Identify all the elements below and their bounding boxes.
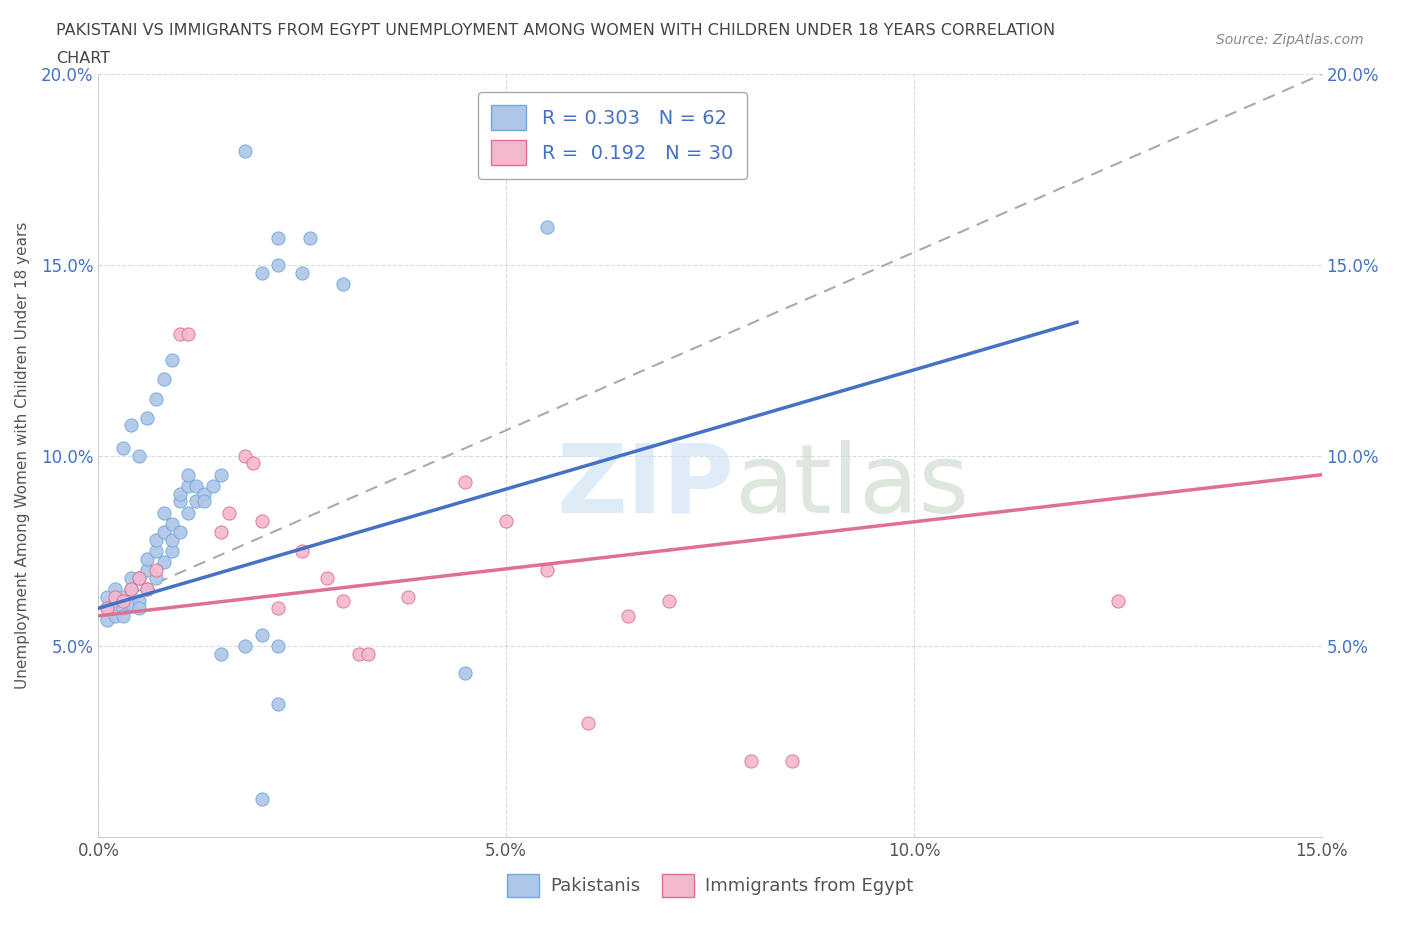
Point <box>617 608 640 623</box>
Point <box>267 231 290 246</box>
Point <box>233 143 256 158</box>
Point <box>136 582 159 597</box>
Point <box>780 753 803 768</box>
Point <box>160 517 183 532</box>
Point <box>96 601 118 616</box>
Point <box>349 646 371 661</box>
Point <box>128 570 150 585</box>
Point <box>128 570 150 585</box>
Text: Source: ZipAtlas.com: Source: ZipAtlas.com <box>1216 33 1364 46</box>
Point <box>209 468 232 483</box>
Legend: Pakistanis, Immigrants from Egypt: Pakistanis, Immigrants from Egypt <box>499 867 921 904</box>
Point <box>104 593 127 608</box>
Text: ZIP: ZIP <box>557 440 734 533</box>
Text: atlas: atlas <box>734 440 970 533</box>
Point <box>233 448 256 463</box>
Point <box>111 593 134 608</box>
Point <box>740 753 762 768</box>
Point <box>120 582 142 597</box>
Point <box>145 570 167 585</box>
Point <box>299 231 322 246</box>
Point <box>267 601 290 616</box>
Point <box>396 590 419 604</box>
Point <box>209 646 232 661</box>
Point <box>186 494 208 509</box>
Point <box>169 326 191 341</box>
Point <box>291 265 314 280</box>
Point <box>111 590 134 604</box>
Point <box>111 441 134 456</box>
Point <box>315 570 337 585</box>
Point <box>536 219 558 234</box>
Point <box>193 494 215 509</box>
Y-axis label: Unemployment Among Women with Children Under 18 years: Unemployment Among Women with Children U… <box>15 222 30 689</box>
Point <box>96 601 118 616</box>
Point <box>145 544 167 559</box>
Point <box>177 479 200 494</box>
Point <box>218 506 240 521</box>
Point <box>152 555 174 570</box>
Text: CHART: CHART <box>56 51 110 66</box>
Point <box>169 486 191 501</box>
Point <box>128 593 150 608</box>
Point <box>332 277 354 292</box>
Point <box>193 486 215 501</box>
Point <box>169 494 191 509</box>
Point <box>177 326 200 341</box>
Point <box>332 593 354 608</box>
Point <box>96 612 118 627</box>
Point <box>454 475 477 490</box>
Point <box>128 601 150 616</box>
Point <box>128 448 150 463</box>
Point <box>120 582 142 597</box>
Point <box>250 791 273 806</box>
Point <box>291 544 314 559</box>
Point <box>136 563 159 578</box>
Point <box>104 590 127 604</box>
Point <box>160 532 183 547</box>
Point <box>145 532 167 547</box>
Point <box>145 392 167 406</box>
Point <box>104 608 127 623</box>
Point <box>576 715 599 730</box>
Point <box>356 646 378 661</box>
Point <box>536 563 558 578</box>
Point <box>250 513 273 528</box>
Point <box>1107 593 1129 608</box>
Point <box>250 265 273 280</box>
Point <box>145 563 167 578</box>
Point <box>120 418 142 432</box>
Point <box>160 353 183 368</box>
Point <box>233 639 256 654</box>
Point <box>267 258 290 272</box>
Point <box>658 593 681 608</box>
Point <box>177 506 200 521</box>
Point <box>160 544 183 559</box>
Point <box>111 608 134 623</box>
Point <box>104 582 127 597</box>
Point <box>120 570 142 585</box>
Point <box>152 525 174 539</box>
Point <box>201 479 224 494</box>
Point <box>454 666 477 681</box>
Point <box>177 468 200 483</box>
Point <box>186 479 208 494</box>
Point <box>136 410 159 425</box>
Point <box>250 628 273 643</box>
Point <box>136 551 159 566</box>
Point <box>111 601 134 616</box>
Point <box>267 639 290 654</box>
Point <box>209 525 232 539</box>
Text: PAKISTANI VS IMMIGRANTS FROM EGYPT UNEMPLOYMENT AMONG WOMEN WITH CHILDREN UNDER : PAKISTANI VS IMMIGRANTS FROM EGYPT UNEMP… <box>56 23 1056 38</box>
Point <box>136 582 159 597</box>
Point <box>242 456 264 471</box>
Point <box>120 597 142 612</box>
Point <box>495 513 517 528</box>
Point <box>152 506 174 521</box>
Point <box>96 590 118 604</box>
Point <box>267 696 290 711</box>
Point <box>169 525 191 539</box>
Point <box>152 372 174 387</box>
